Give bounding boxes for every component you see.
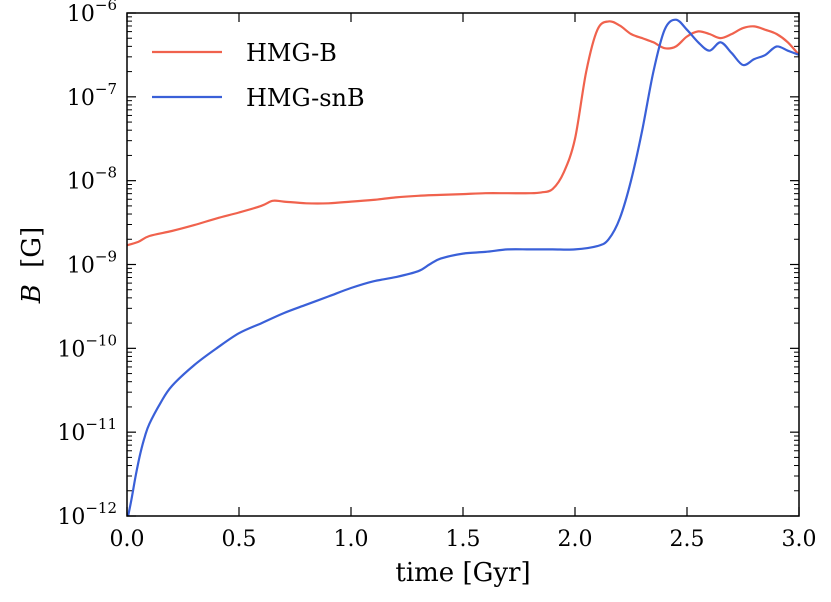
x-tick-label: 0.0 [110,527,145,552]
x-tick-label: 1.0 [334,527,369,552]
y-axis-label: B [G] [17,227,47,304]
y-tick-label: 10−10 [57,331,117,362]
x-tick-label: 3.0 [782,527,817,552]
svg-text:B [G]: B [G] [17,227,47,304]
x-tick-label: 2.5 [670,527,705,552]
ticks [126,12,800,517]
legend-label: HMG-snB [246,84,365,112]
x-tick-label: 1.5 [446,527,481,552]
series-line-hmg-snb [127,18,799,516]
tick-labels: 0.0 0.5 1.0 1.5 2.0 2.5 3.0 10−12 10−11 10−10 10−9… [57,0,816,552]
plot-frame [126,12,800,517]
plot-lines [127,18,799,516]
x-tick-label: 2.0 [558,527,593,552]
x-axis-label: time [Gyr] [395,558,530,588]
legend-label: HMG-B [246,39,337,67]
y-axis-symbol: B [17,284,47,304]
y-tick-label: 10−8 [67,164,117,195]
y-axis-unit: [G] [17,227,47,268]
y-tick-label: 10−9 [67,248,117,279]
y-tick-label: 10−11 [57,415,117,446]
x-tick-label: 0.5 [222,527,257,552]
legend: HMG-B HMG-snB [152,39,365,112]
y-tick-label: 10−12 [57,499,117,530]
y-tick-label: 10−6 [67,0,117,27]
y-tick-label: 10−7 [67,80,117,111]
series-line-hmg-b [127,20,799,247]
